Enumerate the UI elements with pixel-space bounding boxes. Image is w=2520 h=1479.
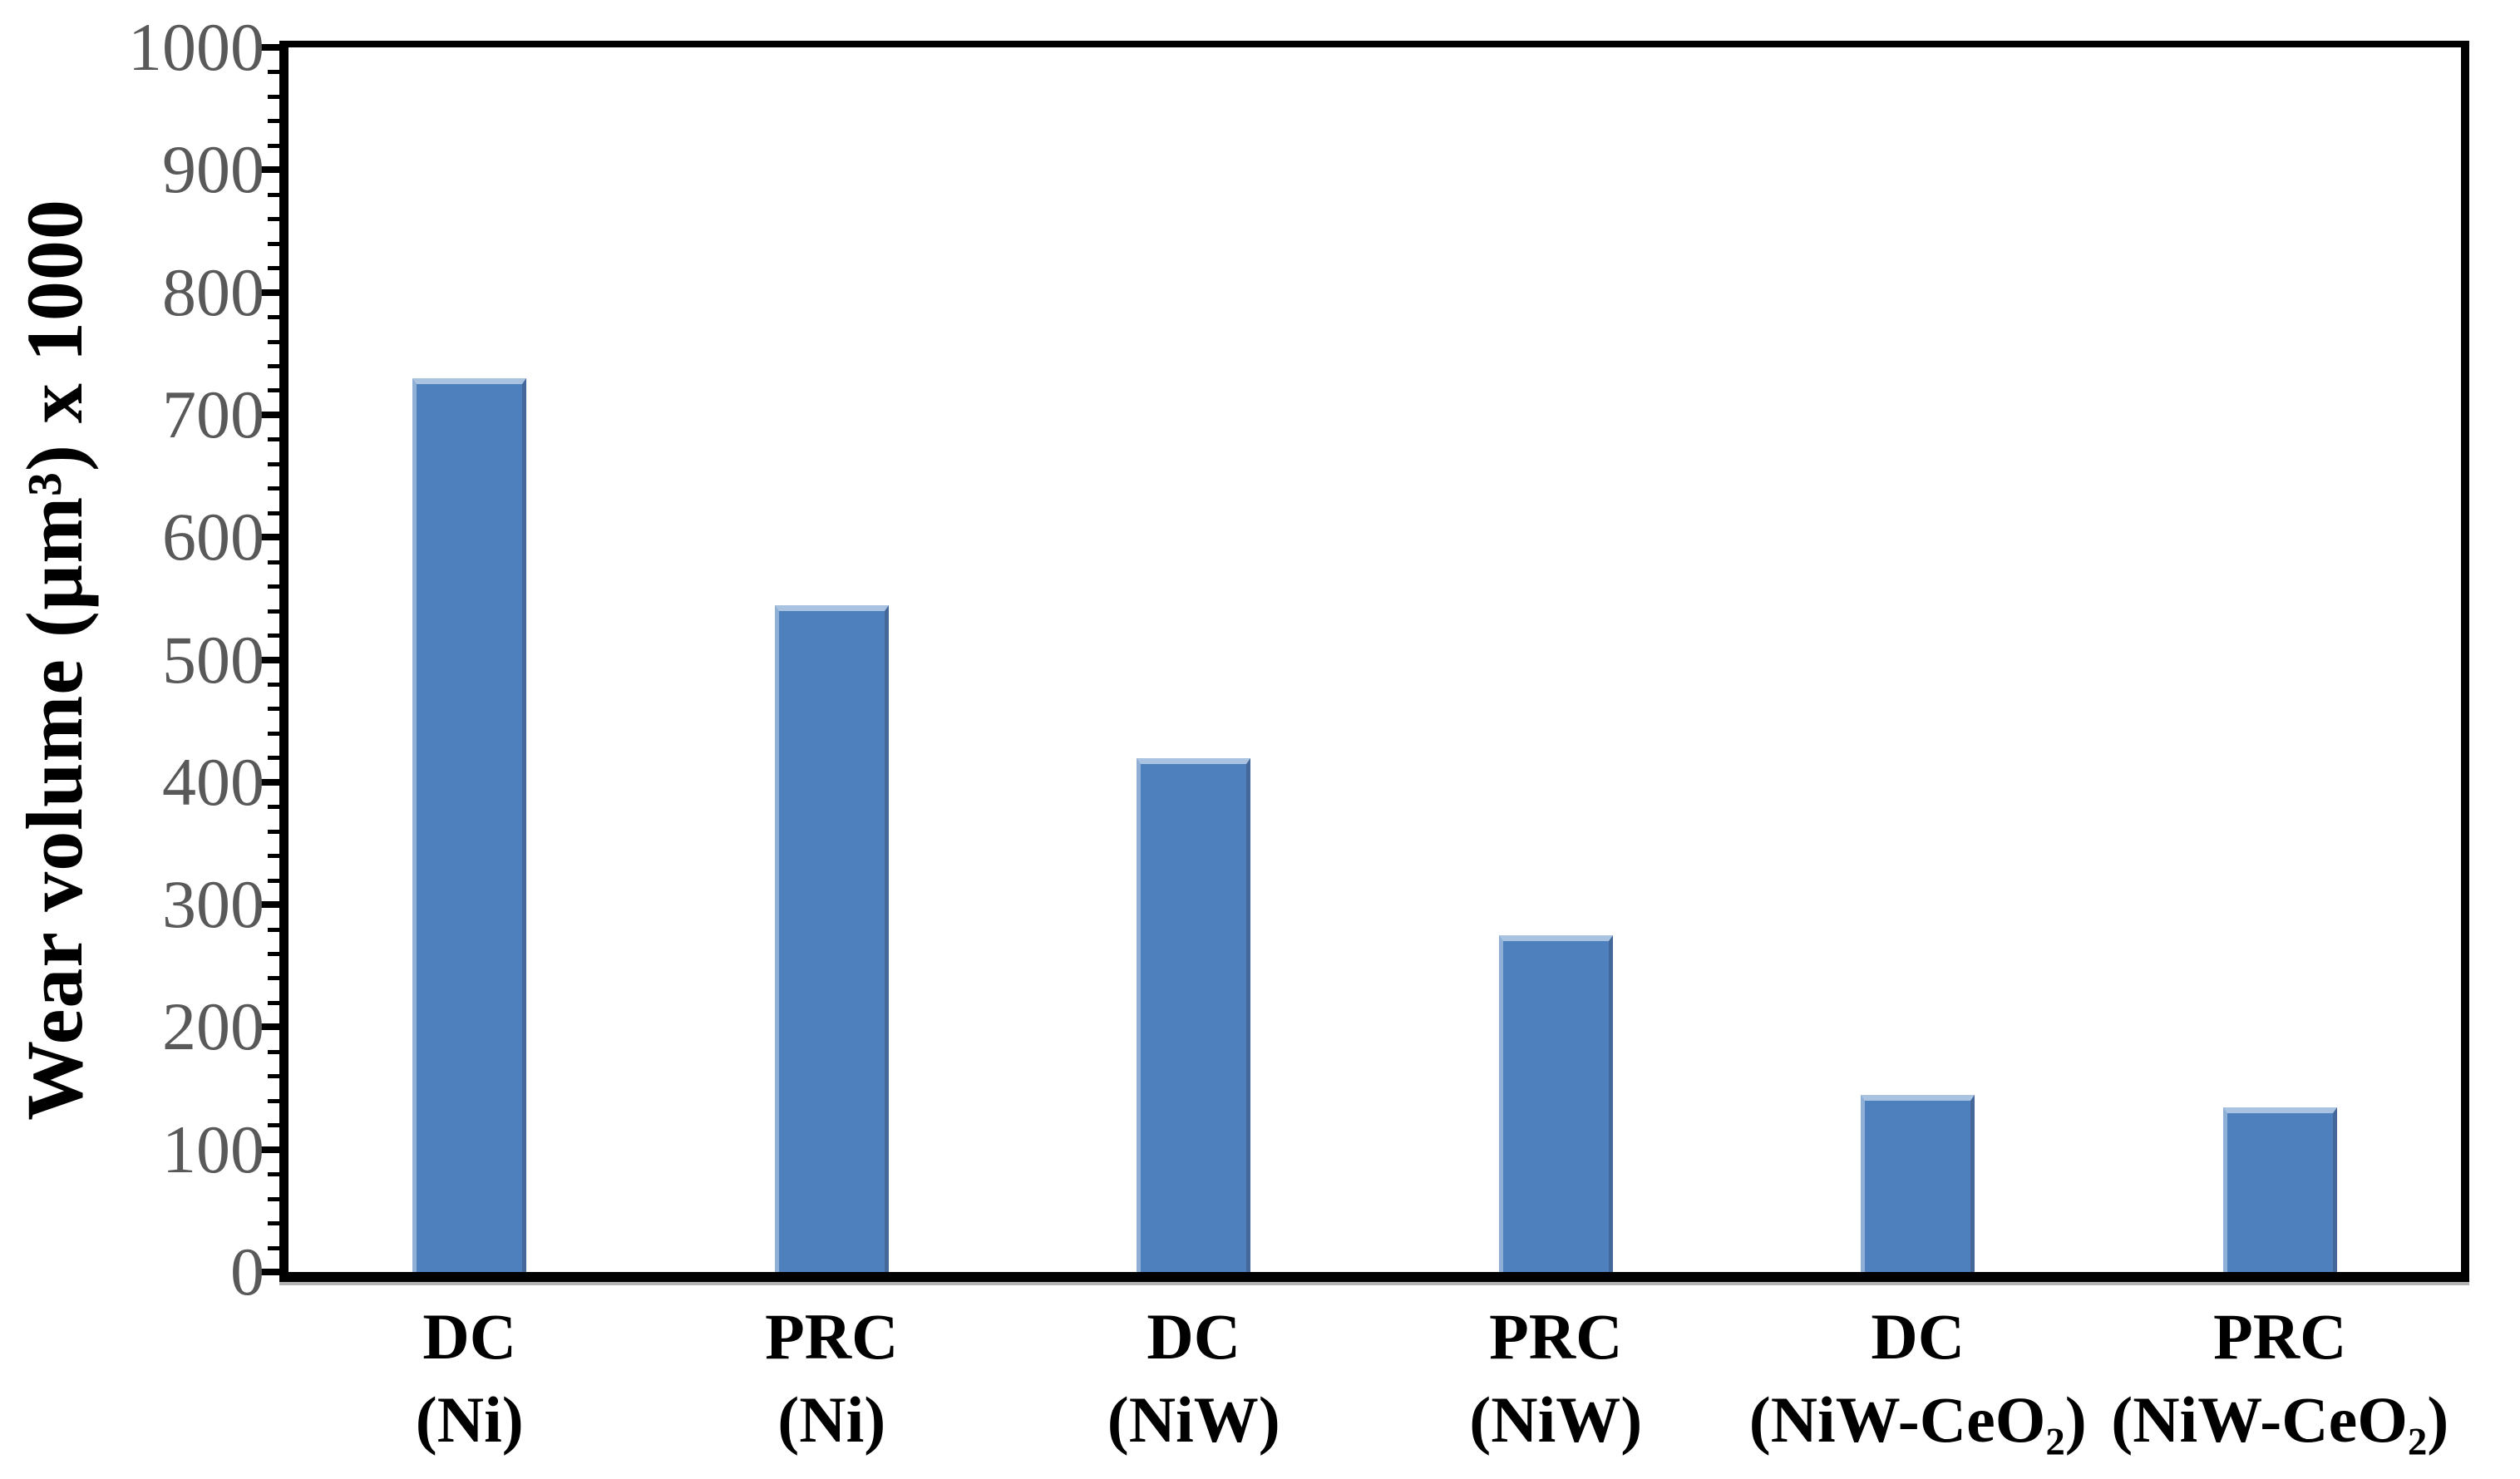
y-axis-minor-tick [268,1221,279,1226]
bar-slot [2099,47,2462,1272]
y-axis-minor-tick [268,584,279,589]
y-axis-major-tick [258,1269,279,1275]
y-axis-minor-tick [268,976,279,981]
y-axis-minor-tick [268,461,279,466]
bar-slot [1013,47,1375,1272]
y-axis-minor-tick [268,878,279,883]
y-axis-major-tick [258,1023,279,1031]
y-axis-minor-tick [268,119,279,124]
y-axis-minor-tick [268,94,279,99]
y-axis-minor-tick [268,217,279,222]
x-axis-category-label: DC (NiW) [1107,1300,1280,1456]
y-axis-minor-tick [268,315,279,320]
y-axis-tick-label: 500 [162,621,264,698]
y-axis-minor-tick [268,241,279,246]
y-axis-minor-tick [268,609,279,614]
y-axis-minor-tick [268,634,279,638]
x-axis-category-label: PRC (Ni) [765,1300,899,1456]
y-axis-tick-label: 600 [162,499,264,575]
x-axis-category-labels: DC (Ni) PRC (Ni) DC (NiW) PRC (NiW) DC (NiW-… [288,1295,2461,1462]
y-axis-minor-tick [268,1074,279,1079]
y-axis-major-tick [258,166,279,174]
y-axis-major-tick [258,288,279,296]
y-axis-minor-tick [268,854,279,859]
y-axis-minor-tick [268,1123,279,1128]
y-axis-minor-tick [268,560,279,564]
bar-5 [1861,1094,1975,1272]
y-axis-minor-tick [268,1172,279,1177]
y-axis-major-tick [258,44,279,51]
y-axis-tick-label: 700 [162,376,264,452]
x-axis-category-label: DC (Ni) [415,1300,524,1456]
y-axis-minor-tick [268,192,279,197]
bar-6 [2222,1107,2337,1272]
y-axis-tick-label: 100 [162,1111,264,1187]
x-axis-category-label: PRC (NiW-CeO₂) [2111,1300,2449,1456]
y-axis-major-tick [258,901,279,909]
y-axis-minor-tick [268,927,279,932]
bar-slot [288,47,651,1272]
y-axis-minor-tick [268,1245,279,1250]
y-axis-minor-tick [268,1000,279,1005]
y-axis-minor-tick [268,707,279,712]
x-axis-category-label: PRC (NiW) [1469,1300,1643,1456]
y-axis-minor-tick [268,1196,279,1201]
y-axis-tick-label: 200 [162,988,264,1065]
y-axis-major-tick [258,778,279,786]
y-axis-tick-label: 0 [230,1234,264,1309]
y-axis-major-tick [258,1146,279,1153]
y-axis-minor-tick [268,952,279,957]
y-axis-minor-tick [268,1098,279,1103]
y-axis-major-tick [258,411,279,418]
y-axis-minor-tick [268,143,279,148]
bar-4 [1498,935,1613,1272]
y-axis-minor-tick [268,510,279,515]
y-axis-tick-label: 400 [162,743,264,820]
y-axis-tick-label: 800 [162,254,264,330]
y-axis-minor-tick [268,70,279,75]
bar-slot [651,47,1013,1272]
bar-slot [1375,47,1738,1272]
y-axis-minor-tick [268,363,279,368]
y-axis-minor-tick [268,756,279,761]
bar-1 [412,378,527,1272]
bar-2 [774,604,889,1272]
y-axis-major-tick [258,534,279,541]
y-axis-minor-tick [268,731,279,736]
bars-container [288,47,2461,1272]
y-axis: 0 100 200 300 400 500 600 700 800 900 1000 [0,0,288,1479]
y-axis-major-tick [258,656,279,663]
y-axis-minor-tick [268,388,279,393]
y-axis-minor-tick [268,829,279,834]
y-axis-minor-tick [268,486,279,491]
bar-3 [1137,757,1251,1272]
y-axis-tick-label: 1000 [128,9,264,85]
y-axis-minor-tick [268,805,279,810]
plot-area [279,41,2469,1282]
y-axis-minor-tick [268,1049,279,1054]
y-axis-minor-tick [268,339,279,344]
y-axis-minor-tick [268,266,279,271]
y-axis-tick-label: 900 [162,131,264,208]
y-axis-minor-tick [268,437,279,442]
bar-slot [1737,47,2099,1272]
y-axis-tick-label: 300 [162,866,264,943]
x-axis-category-label: DC (NiW-CeO₂) [1748,1300,2087,1456]
y-axis-minor-tick [268,682,279,687]
